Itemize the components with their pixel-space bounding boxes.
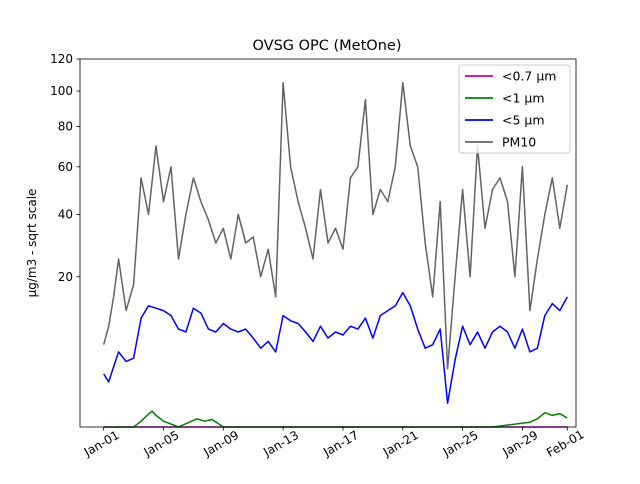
y-tick-label: 120 — [50, 52, 73, 66]
x-tick-label: Jan-29 — [500, 428, 541, 460]
y-tick-label: 60 — [58, 160, 73, 174]
legend-label-0: <0.7 µm — [502, 69, 556, 84]
x-tick-label: Feb-01 — [544, 427, 586, 460]
y-tick-label: 80 — [58, 120, 73, 134]
x-tick-label: Jan-09 — [200, 428, 241, 460]
y-axis-label: µg/m3 - sqrt scale — [25, 189, 39, 298]
legend-label-2: <5 µm — [502, 113, 545, 128]
y-tick-label: 40 — [58, 208, 73, 222]
x-tick-label: Jan-05 — [141, 428, 182, 460]
x-tick-label: Jan-21 — [380, 428, 421, 460]
y-tick-label: 20 — [58, 270, 73, 284]
y-tick-label: 100 — [50, 84, 73, 98]
series-line-3 — [102, 82, 569, 370]
x-tick-label: Jan-25 — [440, 428, 481, 460]
plot-frame — [79, 58, 577, 428]
legend: <0.7 µm <1 µm <5 µm PM10 — [458, 64, 571, 154]
series-line-1 — [103, 410, 568, 428]
chart-title: OVSG OPC (MetOne) — [253, 38, 402, 54]
series-line-2 — [103, 291, 568, 404]
legend-label-1: <1 µm — [502, 91, 545, 106]
x-tick-label: Jan-17 — [320, 428, 361, 460]
legend-box — [458, 64, 571, 154]
legend-label-3: PM10 — [502, 135, 536, 150]
x-tick-label: Jan-13 — [260, 428, 301, 460]
x-tick-label: Jan-01 — [81, 428, 122, 460]
